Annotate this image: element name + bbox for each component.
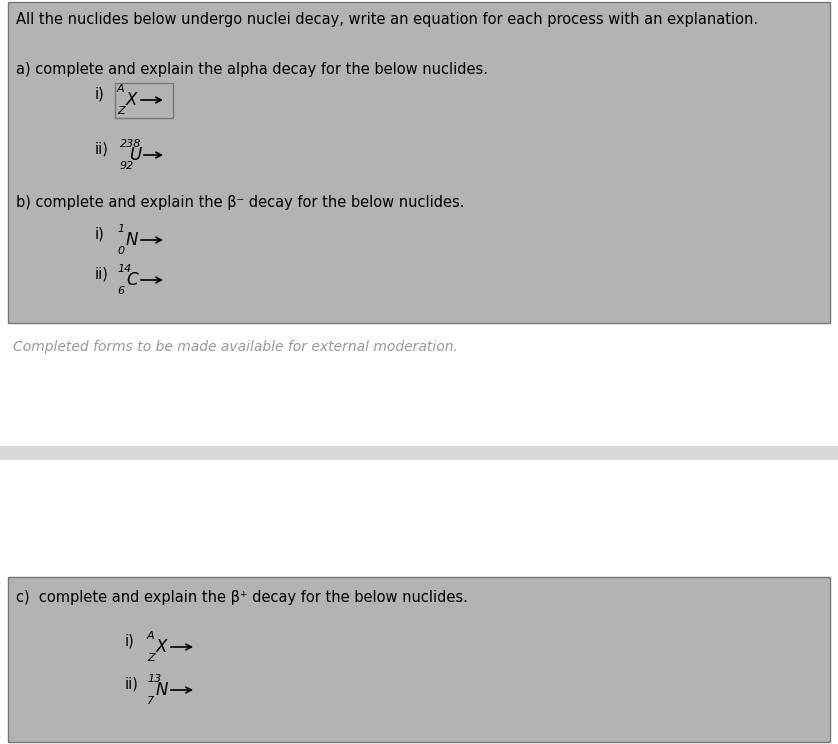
Text: X: X — [156, 638, 168, 656]
Text: All the nuclides below undergo nuclei decay, write an equation for each process : All the nuclides below undergo nuclei de… — [16, 12, 758, 27]
Text: X: X — [126, 91, 137, 109]
Bar — [115, 83, 173, 118]
Text: 6: 6 — [117, 286, 124, 296]
Text: i): i) — [95, 86, 105, 101]
Text: 238: 238 — [120, 139, 142, 149]
Text: ii): ii) — [95, 141, 109, 156]
Text: 13: 13 — [147, 674, 161, 684]
Text: ii): ii) — [125, 676, 139, 691]
Text: 0: 0 — [117, 246, 124, 256]
Bar — [0, 446, 838, 460]
Text: i): i) — [125, 633, 135, 649]
Text: i): i) — [95, 226, 105, 242]
Text: C: C — [126, 271, 137, 289]
Text: A: A — [117, 84, 125, 94]
Text: 92: 92 — [120, 161, 134, 171]
Bar — [8, 577, 830, 742]
Text: ii): ii) — [95, 266, 109, 281]
Text: a) complete and explain the alpha decay for the below nuclides.: a) complete and explain the alpha decay … — [16, 62, 488, 77]
Text: 14: 14 — [117, 264, 132, 274]
Text: Z: Z — [117, 106, 125, 116]
Text: N: N — [156, 681, 168, 699]
Text: c)  complete and explain the β⁺ decay for the below nuclides.: c) complete and explain the β⁺ decay for… — [16, 590, 468, 605]
Text: Z: Z — [147, 653, 155, 663]
Text: N: N — [126, 231, 138, 249]
Bar — [8, 2, 830, 323]
Text: b) complete and explain the β⁻ decay for the below nuclides.: b) complete and explain the β⁻ decay for… — [16, 195, 464, 210]
Text: U: U — [129, 146, 141, 164]
Text: Completed forms to be made available for external moderation.: Completed forms to be made available for… — [13, 340, 458, 354]
Text: 7: 7 — [147, 696, 154, 706]
Text: 1: 1 — [117, 224, 124, 234]
Text: A: A — [147, 631, 155, 641]
